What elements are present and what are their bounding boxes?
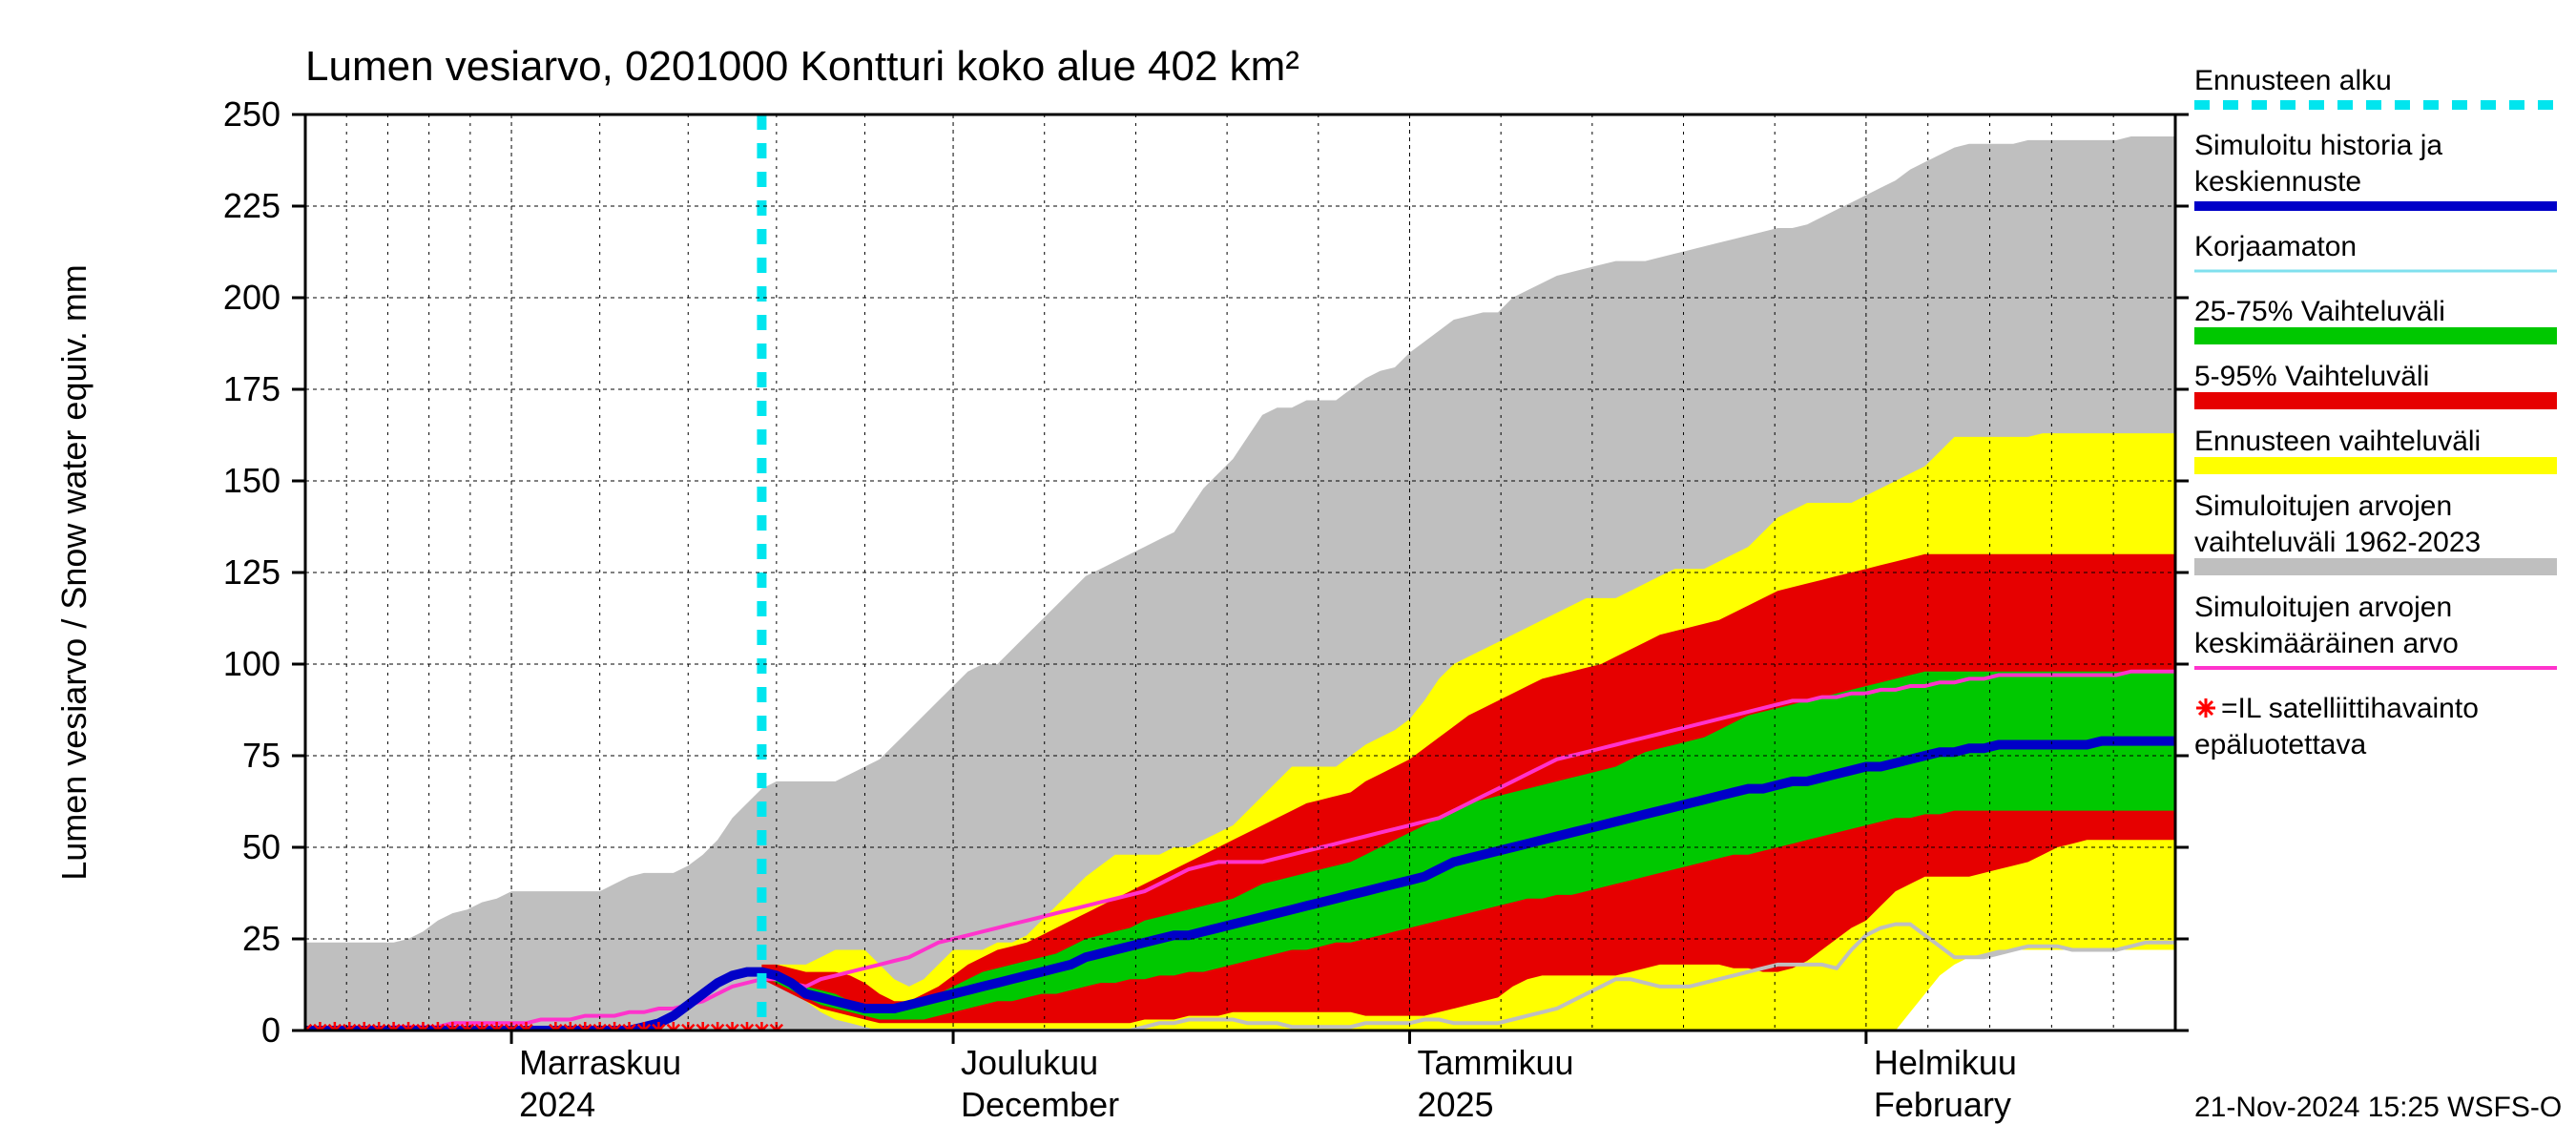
legend-label: 25-75% Vaihteluväli bbox=[2194, 296, 2445, 327]
legend-swatch-star bbox=[2196, 698, 2215, 718]
legend-swatch bbox=[2194, 558, 2557, 575]
legend-swatch bbox=[2194, 457, 2557, 474]
legend-label: Ennusteen alku bbox=[2194, 65, 2392, 96]
legend-label: Ennusteen vaihteluväli bbox=[2194, 426, 2481, 457]
chart-container: 0255075100125150175200225250Marraskuu202… bbox=[0, 0, 2576, 1145]
legend-swatch bbox=[2194, 392, 2557, 409]
xtick-label-fi: Joulukuu bbox=[961, 1043, 1098, 1082]
legend-label: vaihteluväli 1962-2023 bbox=[2194, 527, 2481, 558]
xtick-label-en: February bbox=[1874, 1085, 2011, 1124]
chart-svg: 0255075100125150175200225250Marraskuu202… bbox=[0, 0, 2576, 1145]
ytick-label: 0 bbox=[261, 1010, 280, 1050]
legend-label: Simuloitujen arvojen bbox=[2194, 490, 2452, 522]
ytick-label: 50 bbox=[242, 827, 280, 866]
ytick-label: 75 bbox=[242, 736, 280, 775]
xtick-label-fi: Marraskuu bbox=[519, 1043, 681, 1082]
chart-title: Lumen vesiarvo, 0201000 Kontturi koko al… bbox=[305, 43, 1299, 90]
legend-label: =IL satelliittihavainto bbox=[2221, 693, 2479, 724]
legend-label: Simuloitujen arvojen bbox=[2194, 592, 2452, 623]
chart-footer: 21-Nov-2024 15:25 WSFS-O bbox=[2194, 1092, 2562, 1123]
legend-label: 5-95% Vaihteluväli bbox=[2194, 361, 2429, 392]
ytick-label: 225 bbox=[223, 186, 280, 225]
ytick-label: 250 bbox=[223, 94, 280, 134]
ytick-label: 125 bbox=[223, 552, 280, 592]
legend-label: epäluotettava bbox=[2194, 729, 2366, 760]
legend-label: keskimääräinen arvo bbox=[2194, 628, 2459, 659]
xtick-label-en: 2024 bbox=[519, 1085, 595, 1124]
xtick-label-en: 2025 bbox=[1417, 1085, 1493, 1124]
ytick-label: 175 bbox=[223, 369, 280, 408]
y-axis-label: Lumen vesiarvo / Snow water equiv. mm bbox=[54, 264, 93, 881]
xtick-label-fi: Helmikuu bbox=[1874, 1043, 2017, 1082]
xtick-label-en: December bbox=[961, 1085, 1119, 1124]
ytick-label: 200 bbox=[223, 278, 280, 317]
legend-label: Korjaamaton bbox=[2194, 231, 2357, 262]
ytick-label: 100 bbox=[223, 644, 280, 683]
legend-label: Simuloitu historia ja bbox=[2194, 130, 2442, 161]
xtick-label-fi: Tammikuu bbox=[1417, 1043, 1573, 1082]
ytick-label: 25 bbox=[242, 919, 280, 958]
legend-label: keskiennuste bbox=[2194, 166, 2361, 198]
legend-swatch bbox=[2194, 327, 2557, 344]
ytick-label: 150 bbox=[223, 461, 280, 500]
